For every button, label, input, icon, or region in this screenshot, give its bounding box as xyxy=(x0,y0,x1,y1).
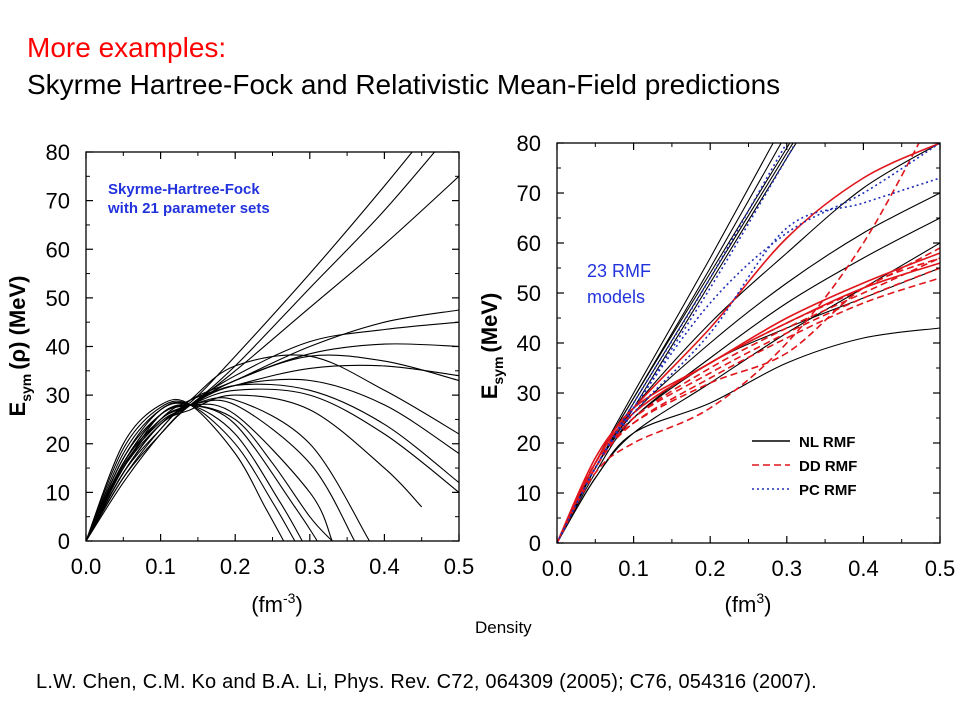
rmf-y-axis-label-sub: sym xyxy=(490,357,506,385)
skyrme-xtick-label: 0.4 xyxy=(369,554,400,579)
skyrme-series-line-10 xyxy=(86,378,459,541)
skyrme-xtick-label: 0.5 xyxy=(444,554,475,579)
skyrme-x-axis-label: (fm-3) xyxy=(251,590,303,617)
skyrme-xtick-label: 0.2 xyxy=(220,554,251,579)
rmf-legend-label-dashed: DD RMF xyxy=(799,458,857,475)
rmf-series-line-18 xyxy=(557,277,940,543)
rmf-ytick-label: 70 xyxy=(517,181,541,206)
rmf-y-axis-label-main: E xyxy=(477,385,502,400)
citation: L.W. Chen, C.M. Ko and B.A. Li, Phys. Re… xyxy=(36,671,817,693)
rmf-xtick-label: 0.2 xyxy=(695,556,726,581)
skyrme-x-axis-label-close: ) xyxy=(295,592,302,617)
skyrme-ytick-label: 10 xyxy=(46,480,70,505)
skyrme-x-axis-label-main: (fm xyxy=(251,592,283,617)
slide-title-line2: Skyrme Hartree-Fock and Relativistic Mea… xyxy=(27,69,781,100)
rmf-series-line-23 xyxy=(557,143,940,543)
rmf-ytick-label: 10 xyxy=(517,481,541,506)
skyrme-y-axis-label: Esym (ρ) (MeV) xyxy=(5,276,34,417)
skyrme-annotation-line2: with 21 parameter sets xyxy=(108,200,270,217)
skyrme-series-line-3 xyxy=(86,175,459,541)
rmf-ytick-label: 50 xyxy=(517,281,541,306)
rmf-ytick-label: 40 xyxy=(517,331,541,356)
skyrme-ytick-label: 50 xyxy=(46,286,70,311)
rmf-series-group xyxy=(557,143,940,543)
rmf-y-axis-label-rest: (MeV) xyxy=(477,293,502,353)
rmf-series-line-11 xyxy=(557,327,940,543)
rmf-xtick-label: 0.0 xyxy=(542,556,573,581)
skyrme-ytick-label: 0 xyxy=(58,529,70,554)
skyrme-series-line-9 xyxy=(86,354,459,541)
skyrme-y-axis-label-rest: (ρ) (MeV) xyxy=(5,276,30,370)
rmf-x-axis-label: (fm3) xyxy=(725,590,772,617)
rmf-series-line-17 xyxy=(557,267,940,543)
skyrme-ytick-label: 40 xyxy=(46,335,70,360)
rmf-ytick-label: 0 xyxy=(529,531,541,556)
skyrme-series-line-12 xyxy=(86,388,459,541)
rmf-series-line-12 xyxy=(557,143,940,543)
skyrme-ytick-label: 30 xyxy=(46,383,70,408)
rmf-annotation: 23 RMF models xyxy=(587,258,651,310)
rmf-series-line-22 xyxy=(557,143,797,543)
skyrme-series-line-15 xyxy=(86,399,356,541)
skyrme-series-group xyxy=(86,152,459,541)
rmf-series-line-20 xyxy=(557,257,940,543)
skyrme-x-axis-label-sup: -3 xyxy=(283,590,296,606)
skyrme-y-axis-label-sub: sym xyxy=(18,374,34,402)
skyrme-annotation-line1: Skyrme-Hartree-Fock xyxy=(108,181,260,198)
rmf-legend-label-solid: NL RMF xyxy=(799,434,855,451)
rmf-xtick-label: 0.5 xyxy=(925,556,956,581)
skyrme-series-line-21 xyxy=(86,404,333,541)
skyrme-xtick-label: 0.0 xyxy=(71,554,102,579)
rmf-series-line-16 xyxy=(557,257,940,543)
skyrme-ytick-label: 70 xyxy=(46,189,70,214)
skyrme-series-line-6 xyxy=(86,343,459,541)
rmf-x-axis-label-sup: 3 xyxy=(756,590,764,606)
skyrme-xtick-label: 0.1 xyxy=(145,554,176,579)
rmf-annotation-line1: 23 RMF xyxy=(587,261,652,281)
rmf-xtick-label: 0.3 xyxy=(772,556,803,581)
skyrme-y-axis-label-main: E xyxy=(5,402,30,417)
density-caption: Density xyxy=(475,618,532,637)
rmf-ytick-label: 60 xyxy=(517,231,541,256)
rmf-series-line-7 xyxy=(557,192,940,543)
rmf-series-line-5 xyxy=(557,143,791,543)
rmf-xtick-label: 0.4 xyxy=(848,556,879,581)
skyrme-xtick-label: 0.3 xyxy=(295,554,326,579)
skyrme-series-line-4 xyxy=(86,309,459,541)
rmf-annotation-line2: models xyxy=(587,287,646,307)
rmf-series-line-4 xyxy=(557,143,797,543)
rmf-x-axis-label-close: ) xyxy=(764,592,771,617)
rmf-x-axis-label-main: (fm xyxy=(725,592,757,617)
skyrme-annotation: Skyrme-Hartree-Fock with 21 parameter se… xyxy=(108,180,270,218)
slide-title-line1: More examples: xyxy=(27,32,227,63)
rmf-ytick-label: 30 xyxy=(517,381,541,406)
rmf-series-line-24 xyxy=(557,177,940,543)
skyrme-ytick-label: 60 xyxy=(46,237,70,262)
rmf-legend-label-dotted: PC RMF xyxy=(799,482,857,499)
rmf-series-line-19 xyxy=(557,143,920,543)
rmf-ytick-label: 20 xyxy=(517,431,541,456)
skyrme-ytick-label: 80 xyxy=(46,140,70,165)
rmf-ytick-label: 80 xyxy=(517,131,541,156)
rmf-y-axis-label: Esym (MeV) xyxy=(477,293,506,400)
skyrme-series-line-8 xyxy=(86,364,459,541)
skyrme-ytick-label: 20 xyxy=(46,432,70,457)
rmf-xtick-label: 0.1 xyxy=(618,556,649,581)
